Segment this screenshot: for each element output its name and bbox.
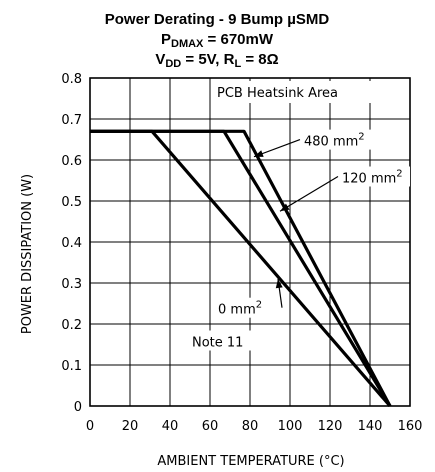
vdd-symbol: V	[155, 51, 165, 68]
annotation-arrow-line	[279, 175, 339, 212]
legend-title: PCB Heatsink Area	[217, 86, 338, 101]
x-tick-label: 60	[202, 419, 219, 434]
rl-subscript: L	[234, 58, 241, 70]
annotation-label-sup: 2	[358, 132, 364, 143]
y-tick-label: 0.4	[61, 236, 82, 251]
pdmax-symbol: P	[161, 31, 171, 48]
x-axis-label: AMBIENT TEMPERATURE (°C)	[157, 454, 344, 469]
y-tick-label: 0.5	[61, 195, 82, 210]
chart-subtitle-conditions: VDD = 5V, RL = 8Ω	[155, 51, 278, 70]
annotation-label: 0 mm2	[218, 300, 262, 318]
series-line	[90, 129, 392, 408]
y-tick-label: 0.3	[61, 277, 82, 292]
vdd-rl-text: = 5V, R	[181, 51, 234, 68]
annotation-label-bg	[340, 166, 410, 187]
x-tick-label: 0	[86, 419, 94, 434]
y-tick-label: 0.1	[61, 359, 82, 374]
vdd-subscript: DD	[165, 58, 181, 70]
y-tick-label: 0.6	[61, 154, 82, 169]
y-tick-label: 0.2	[61, 318, 82, 333]
y-tick-label: 0.8	[61, 72, 82, 87]
annotation-label-bg	[216, 297, 286, 318]
chart-subtitle-pdmax: PDMAX = 670mW	[161, 31, 274, 50]
axis-ticks: 0 20 40 60 80 100 120 140 160 0 0.1 0.2 0.3 0.4 0.5 0.6…	[61, 72, 422, 434]
y-axis-label: POWER DISSIPATION (W)	[20, 174, 35, 334]
note-label: Note 11	[192, 336, 243, 351]
annotation-label-sup: 2	[256, 300, 262, 311]
annotation-label-sup: 2	[396, 169, 402, 180]
pdmax-value: = 670mW	[203, 31, 273, 48]
annotation-arrow-head	[254, 150, 264, 157]
annotation-arrow-head	[280, 203, 290, 212]
annotation-label-bg	[302, 129, 372, 150]
annotation-arrow-head	[275, 278, 283, 289]
chart-title: Power Derating - 9 Bump µSMD	[105, 11, 330, 28]
y-tick-label: 0	[74, 400, 82, 415]
annotation-label-text: 0 mm	[218, 303, 256, 318]
pdmax-subscript: DMAX	[171, 38, 204, 50]
rl-value: = 8Ω	[241, 51, 278, 68]
plot-border	[89, 77, 411, 407]
x-tick-label: 160	[398, 419, 423, 434]
annotation-label-text: 480 mm	[304, 135, 358, 150]
note-bg	[188, 330, 254, 351]
x-tick-label: 120	[318, 419, 343, 434]
y-tick-label: 0.7	[61, 113, 82, 128]
annotation-label: 480 mm2	[304, 132, 365, 150]
x-tick-label: 40	[162, 419, 179, 434]
x-tick-label: 80	[242, 419, 259, 434]
x-tick-label: 20	[122, 419, 139, 434]
legend-title-bg	[213, 81, 371, 103]
x-tick-label: 100	[278, 419, 303, 434]
series-lines	[90, 129, 392, 408]
x-tick-label: 140	[358, 419, 383, 434]
annotation-label: 120 mm2	[342, 169, 403, 187]
annotation-label-text: 120 mm	[342, 172, 396, 187]
